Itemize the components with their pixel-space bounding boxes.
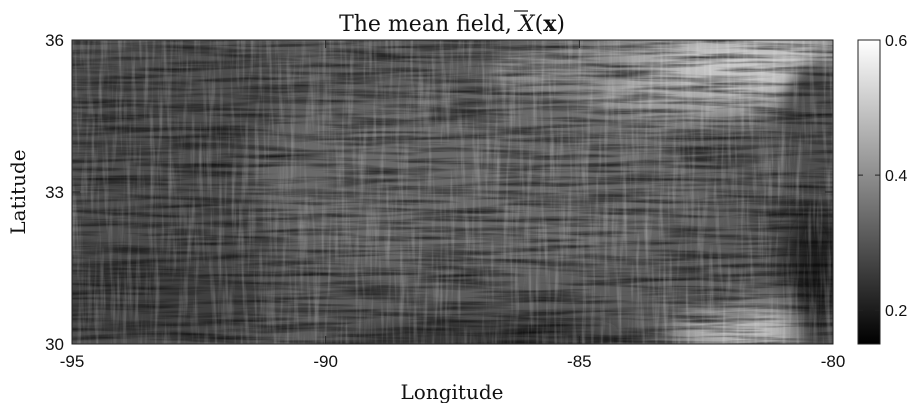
x-tick-label: -90: [313, 352, 338, 371]
colorbar-tick-label: 0.2: [885, 303, 907, 320]
x-tick-label: -85: [567, 352, 592, 371]
colorbar: [857, 39, 881, 345]
y-axis: 30 33 36: [45, 31, 833, 354]
chart-title-close-paren: ): [556, 12, 565, 37]
chart-title-argument: x: [543, 11, 557, 37]
y-tick-label: 30: [45, 335, 64, 354]
x-tick-label: -95: [60, 352, 85, 371]
colorbar-ticks: 0.2 0.4 0.6: [858, 33, 907, 320]
chart-title-prefix: The mean field,: [339, 12, 519, 37]
colorbar-tick-label: 0.6: [885, 33, 907, 50]
y-tick-label: 33: [45, 183, 64, 202]
colorbar-tick-label: 0.4: [885, 168, 907, 185]
chart-title: The mean field, X(x): [339, 11, 565, 37]
y-tick-label: 36: [45, 31, 64, 50]
chart-title-symbol: X: [517, 12, 536, 37]
x-tick-label: -80: [821, 352, 846, 371]
mean-field-image: [72, 40, 833, 344]
x-axis: -95 -90 -85 -80: [60, 40, 846, 371]
y-axis-label: Latitude: [6, 149, 30, 234]
x-axis-label: Longitude: [401, 380, 504, 403]
chart-title-open-paren: (: [535, 12, 544, 37]
